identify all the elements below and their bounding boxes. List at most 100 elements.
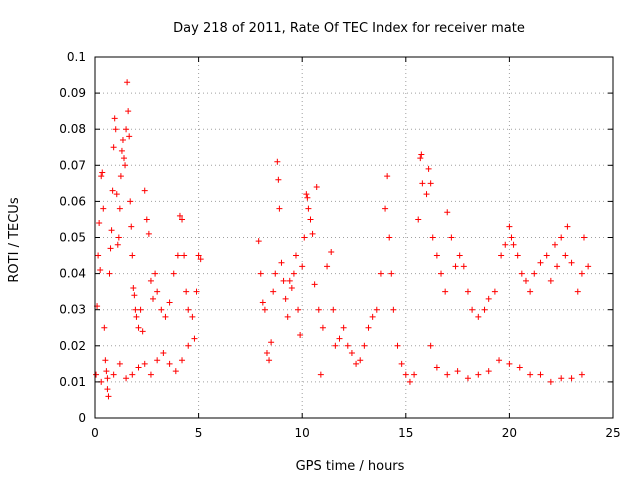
- data-point: [415, 216, 422, 223]
- data-point: [179, 357, 186, 364]
- data-point: [319, 324, 326, 331]
- data-point: [170, 270, 177, 277]
- data-point: [123, 375, 130, 382]
- data-point: [125, 108, 132, 115]
- data-point: [425, 165, 432, 172]
- data-point: [132, 306, 139, 313]
- data-point: [288, 285, 295, 292]
- data-point: [402, 371, 409, 378]
- data-point: [104, 375, 111, 382]
- data-point: [150, 295, 157, 302]
- data-point: [444, 371, 451, 378]
- data-point: [135, 364, 142, 371]
- data-point: [332, 342, 339, 349]
- data-point: [129, 252, 136, 259]
- data-point: [189, 313, 196, 320]
- data-point: [292, 252, 299, 259]
- data-point: [172, 368, 179, 375]
- data-point: [547, 378, 554, 385]
- data-point: [185, 306, 192, 313]
- data-point: [193, 288, 200, 295]
- data-point: [185, 342, 192, 349]
- data-point: [568, 259, 575, 266]
- x-tick-label: 25: [605, 426, 620, 440]
- data-point: [284, 313, 291, 320]
- data-point: [191, 335, 198, 342]
- data-point: [166, 360, 173, 367]
- data-point: [145, 230, 152, 237]
- data-point: [106, 270, 113, 277]
- data-point: [263, 350, 270, 357]
- data-point: [304, 194, 311, 201]
- data-point: [276, 205, 283, 212]
- data-point: [128, 223, 135, 230]
- data-point: [340, 324, 347, 331]
- data-point: [266, 357, 273, 364]
- data-point: [126, 133, 133, 140]
- data-point: [558, 234, 565, 241]
- data-point: [454, 368, 461, 375]
- data-point: [406, 378, 413, 385]
- data-point: [562, 252, 569, 259]
- data-point: [336, 335, 343, 342]
- data-point: [568, 375, 575, 382]
- data-point: [112, 126, 119, 133]
- data-point: [475, 313, 482, 320]
- data-point: [139, 328, 146, 335]
- data-point: [122, 162, 129, 169]
- data-point: [464, 375, 471, 382]
- data-point: [197, 256, 204, 263]
- y-tick-label: 0.03: [59, 303, 86, 317]
- data-point: [109, 187, 116, 194]
- data-point: [114, 241, 121, 248]
- data-point: [475, 371, 482, 378]
- data-point: [255, 238, 262, 245]
- data-point: [123, 126, 130, 133]
- data-point: [527, 288, 534, 295]
- data-point: [116, 360, 123, 367]
- data-point: [183, 288, 190, 295]
- data-point: [305, 205, 312, 212]
- data-point: [282, 295, 289, 302]
- data-point: [452, 263, 459, 270]
- data-point: [278, 259, 285, 266]
- data-point: [585, 263, 592, 270]
- data-point: [344, 342, 351, 349]
- data-point: [551, 241, 558, 248]
- data-point: [147, 371, 154, 378]
- data-point: [438, 270, 445, 277]
- data-point: [104, 386, 111, 393]
- data-point: [113, 191, 120, 198]
- data-point: [353, 360, 360, 367]
- data-point: [491, 288, 498, 295]
- data-point: [131, 292, 138, 299]
- data-point: [537, 259, 544, 266]
- data-point: [382, 205, 389, 212]
- data-point: [100, 205, 107, 212]
- data-point: [348, 350, 355, 357]
- x-tick-label: 5: [195, 426, 203, 440]
- data-point: [97, 266, 104, 273]
- y-tick-label: 0.06: [59, 194, 86, 208]
- data-point: [564, 223, 571, 230]
- data-point: [133, 313, 140, 320]
- data-point: [270, 288, 277, 295]
- data-point: [272, 270, 279, 277]
- data-point: [460, 263, 467, 270]
- data-point: [508, 234, 515, 241]
- data-point: [433, 252, 440, 259]
- data-point: [119, 137, 126, 144]
- data-point: [116, 205, 123, 212]
- data-point: [456, 252, 463, 259]
- y-tick-label: 0: [78, 411, 86, 425]
- data-point: [174, 252, 181, 259]
- x-tick-label: 0: [91, 426, 99, 440]
- data-point: [160, 350, 167, 357]
- data-point: [105, 393, 112, 400]
- data-point: [558, 375, 565, 382]
- data-point: [311, 281, 318, 288]
- data-point: [301, 234, 308, 241]
- data-point: [574, 288, 581, 295]
- x-tick-label: 10: [295, 426, 310, 440]
